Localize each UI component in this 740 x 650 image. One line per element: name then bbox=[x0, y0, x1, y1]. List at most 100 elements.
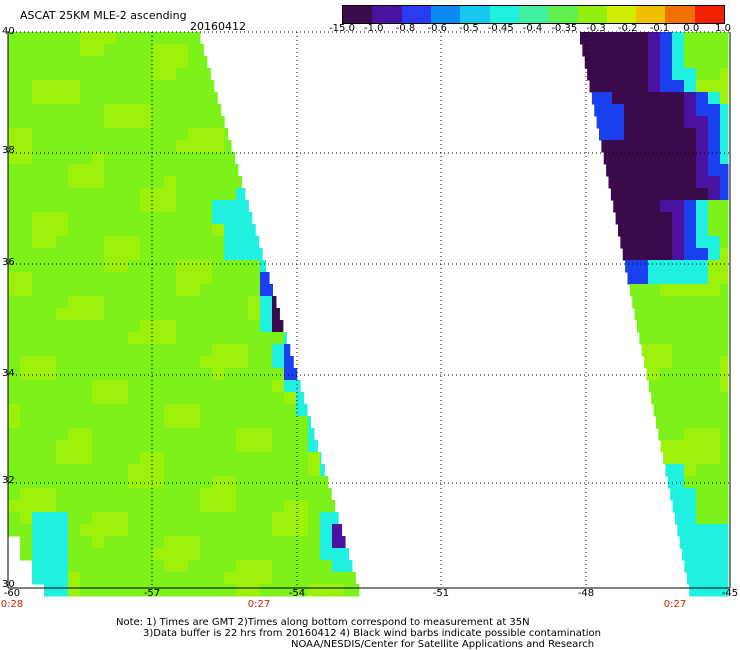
swath-cell bbox=[8, 188, 21, 201]
swath-cell bbox=[128, 284, 141, 297]
swath-cell bbox=[44, 284, 57, 297]
swath-cell bbox=[200, 116, 213, 129]
swath-cell bbox=[152, 272, 165, 285]
swath-cell bbox=[152, 260, 165, 273]
swath-cell bbox=[624, 236, 637, 249]
swath-cell bbox=[696, 248, 709, 261]
swath-cell bbox=[56, 200, 69, 213]
swath-cell bbox=[176, 392, 189, 405]
swath-cell bbox=[260, 500, 273, 513]
lat-label-32: 32 bbox=[2, 475, 15, 486]
swath-cell bbox=[212, 404, 225, 417]
swath-cell bbox=[188, 68, 201, 81]
swath-cell bbox=[212, 368, 225, 381]
swath-cell bbox=[68, 152, 81, 165]
swath-cell bbox=[212, 512, 225, 525]
swath-cell bbox=[308, 524, 321, 537]
swath-cell bbox=[176, 440, 189, 453]
swath-cell bbox=[708, 476, 721, 489]
swath-cell bbox=[708, 428, 721, 441]
swath-cell bbox=[116, 68, 129, 81]
swath-cell bbox=[624, 248, 637, 261]
swath-cell bbox=[128, 428, 141, 441]
swath-cell bbox=[236, 392, 249, 405]
swath-cell bbox=[224, 488, 237, 501]
swath-cell bbox=[44, 392, 57, 405]
swath-cell bbox=[224, 236, 237, 249]
swath-cell bbox=[164, 584, 177, 597]
swath-cell bbox=[696, 476, 709, 489]
swath-cell bbox=[720, 548, 729, 561]
swath-cell bbox=[32, 32, 45, 45]
swath-cell bbox=[92, 536, 105, 549]
swath-cell bbox=[56, 380, 69, 393]
swath-cell bbox=[648, 80, 661, 93]
swath-cell bbox=[128, 80, 141, 93]
swath-cell bbox=[284, 368, 297, 381]
swath-cell bbox=[284, 428, 297, 441]
product-title: ASCAT 25KM MLE-2 ascending bbox=[20, 9, 187, 22]
swath-cell bbox=[116, 128, 129, 141]
swath-cell bbox=[720, 44, 729, 57]
swath-cell bbox=[44, 524, 57, 537]
product-date: 20160412 bbox=[190, 20, 246, 33]
swath-cell bbox=[648, 380, 662, 393]
swath-cell bbox=[152, 176, 165, 189]
swath-cell bbox=[116, 212, 129, 225]
swath-cell bbox=[188, 44, 201, 57]
swath-cell bbox=[296, 560, 309, 573]
swath-cell bbox=[44, 368, 57, 381]
swath-cell bbox=[116, 548, 129, 561]
swath-cell bbox=[32, 512, 45, 525]
swath-cell bbox=[212, 176, 225, 189]
swath-cell bbox=[140, 152, 153, 165]
swath-cell bbox=[672, 128, 685, 141]
swath-cell bbox=[164, 296, 177, 309]
swath-cell bbox=[116, 272, 129, 285]
swath-cell bbox=[92, 236, 105, 249]
swath-cell bbox=[32, 128, 45, 141]
swath-cell bbox=[660, 152, 673, 165]
swath-cell bbox=[140, 260, 153, 273]
swath-cell bbox=[272, 500, 285, 513]
swath-cell bbox=[80, 248, 93, 261]
swath-cell bbox=[248, 248, 261, 261]
swath-cell bbox=[164, 152, 177, 165]
swath-cell bbox=[272, 464, 285, 477]
swath-cell bbox=[176, 488, 189, 501]
swath-cell bbox=[116, 284, 129, 297]
swath-cell bbox=[116, 500, 129, 513]
swath-cell bbox=[624, 104, 637, 117]
swath-cell bbox=[176, 224, 189, 237]
swath-cell bbox=[696, 104, 709, 117]
swath-cell bbox=[128, 212, 141, 225]
swath-cell bbox=[56, 500, 69, 513]
swath-cell bbox=[8, 380, 21, 393]
swath-cell bbox=[308, 440, 318, 453]
swath-cell bbox=[116, 440, 129, 453]
swath-cell bbox=[56, 440, 69, 453]
swath-cell bbox=[68, 404, 81, 417]
swath-cell bbox=[696, 92, 709, 105]
colorbar-segment bbox=[694, 6, 725, 23]
swath-cell bbox=[20, 344, 33, 357]
swath-cell bbox=[68, 500, 81, 513]
swath-cell bbox=[152, 236, 165, 249]
swath-cell bbox=[272, 404, 285, 417]
swath-cell bbox=[8, 128, 21, 141]
swath-cell bbox=[128, 524, 141, 537]
swath-cell bbox=[236, 476, 249, 489]
swath-cell bbox=[128, 248, 141, 261]
swath-cell bbox=[684, 404, 697, 417]
swath-cell bbox=[660, 80, 673, 93]
swath-cell bbox=[176, 116, 189, 129]
colorbar-tick-label: -0.2 bbox=[617, 23, 638, 34]
swath-cell bbox=[188, 308, 201, 321]
swath-cell bbox=[272, 308, 280, 321]
swath-cell bbox=[140, 212, 153, 225]
swath-cell bbox=[68, 236, 81, 249]
swath-cell bbox=[284, 380, 297, 393]
swath-cell bbox=[624, 80, 637, 93]
swath-cell bbox=[332, 524, 343, 537]
swath-cell bbox=[140, 464, 153, 477]
